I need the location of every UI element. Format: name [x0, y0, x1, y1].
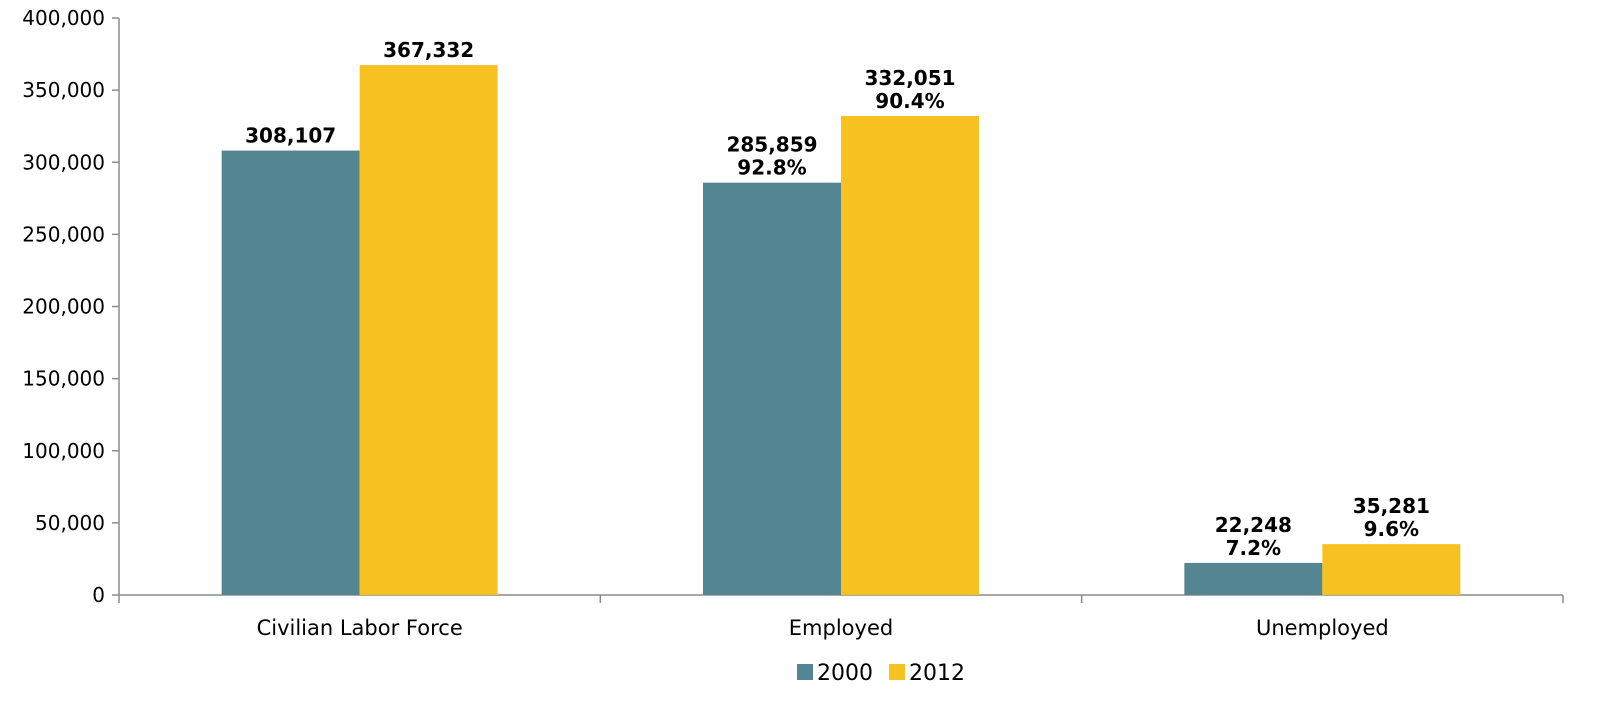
x-tick-label: Civilian Labor Force: [257, 616, 463, 640]
x-tick-label: Unemployed: [1256, 616, 1389, 640]
y-tick-label: 200,000: [22, 295, 105, 319]
data-label: 22,248: [1215, 513, 1292, 537]
legend-item-2000: 2000: [797, 661, 873, 686]
data-label: 367,332: [383, 38, 474, 62]
legend-swatch: [889, 664, 905, 680]
data-label: 7.2%: [1226, 536, 1281, 560]
data-label: 90.4%: [875, 89, 944, 113]
legend: 2000 2012: [797, 661, 965, 686]
legend-item-2012: 2012: [889, 661, 965, 686]
data-label: 332,051: [864, 66, 955, 90]
x-tick-label: Employed: [789, 616, 893, 640]
bar-2000-0: [221, 150, 360, 595]
x-axis: Civilian Labor Force Employed Unemployed: [118, 594, 1564, 640]
bar-2012-2: [1322, 544, 1461, 595]
y-tick-label: 150,000: [22, 367, 105, 391]
y-tick-label: 0: [92, 583, 105, 607]
bar-2000-2: [1184, 562, 1323, 595]
y-tick-label: 300,000: [22, 150, 105, 174]
y-tick-label: 350,000: [22, 78, 105, 102]
data-label: 92.8%: [737, 156, 806, 180]
y-tick-label: 250,000: [22, 222, 105, 246]
legend-swatch: [797, 664, 813, 680]
data-label: 308,107: [245, 124, 336, 148]
y-tick-label: 100,000: [22, 439, 105, 463]
bars: [221, 65, 1461, 596]
legend-label: 2000: [817, 661, 873, 686]
data-label: 9.6%: [1364, 517, 1419, 541]
data-label: 35,281: [1353, 494, 1430, 518]
y-tick-label: 400,000: [22, 6, 105, 30]
y-axis: 0 50,000 100,000 150,000 200,000 250,000 300,0…: [22, 6, 120, 607]
bar-2012-1: [841, 116, 979, 596]
data-label: 285,859: [726, 133, 817, 157]
bar-2000-1: [703, 182, 841, 596]
legend-label: 2012: [909, 661, 965, 686]
y-tick-label: 50,000: [35, 511, 105, 535]
bar-2012-0: [359, 65, 498, 595]
